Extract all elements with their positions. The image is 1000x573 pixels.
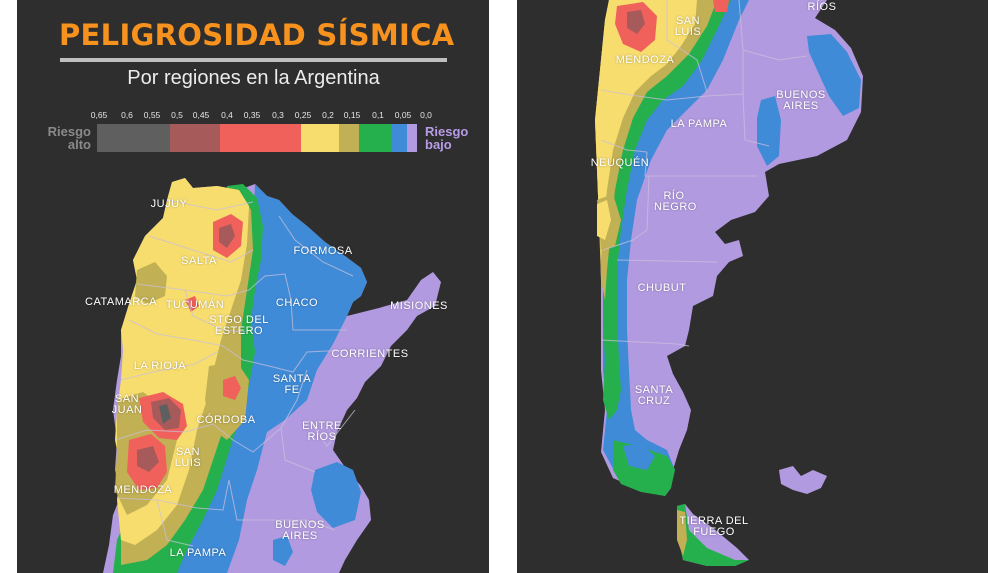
legend-swatch-low: [358, 124, 393, 152]
province-label-la-rioja: LA RIOJA: [133, 360, 187, 372]
south-yellow-zone: [595, 0, 697, 260]
province-label-buenos-aires: BUENOS AIRES: [275, 519, 325, 542]
legend-tick: 0,05: [394, 110, 412, 120]
province-label-salta: SALTA: [181, 255, 217, 267]
province-label-san-juan: SAN JUAN: [111, 393, 143, 416]
legend-tick: 0,2: [322, 110, 334, 120]
legend-tick: 0,65: [90, 110, 108, 120]
province-label-entre-rios-partial: RÍOS: [807, 1, 837, 13]
page-title: PELIGROSIDAD SÍSMICA: [59, 18, 455, 52]
legend-swatch-medium: [301, 124, 340, 152]
province-label-san-luis-south: SAN LUIS: [674, 15, 702, 38]
legend-swatch-olive: [339, 124, 359, 152]
legend-swatch-medium-high: [219, 124, 302, 152]
san-luis-red-dot: [713, 0, 729, 12]
province-label-corrientes: CORRIENTES: [331, 348, 409, 360]
legend-tick: 0,55: [143, 110, 161, 120]
legend-tick: 0,3: [272, 110, 284, 120]
north-province-borders: [114, 199, 356, 547]
province-label-chubut: CHUBUT: [637, 282, 687, 294]
buenos-aires-blue-patch: [311, 462, 361, 528]
legend-swatch-very-low: [392, 124, 408, 152]
north-argentina-map: [103, 178, 441, 573]
legend-scale: 0,65 0,6 0,55 0,5 0,45 0,4 0,35 0,3 0,25…: [90, 110, 432, 122]
province-label-tierra-del-fuego: TIERRA DEL FUEGO: [679, 515, 749, 538]
map-panel-north: PELIGROSIDAD SÍSMICA Por regiones en la …: [17, 0, 489, 573]
neuquen-yellow-patch: [597, 200, 611, 240]
buenos-aires-blue-zone-south: [807, 34, 861, 116]
legend-tick: 0,1: [372, 110, 384, 120]
map-panel-south: RÍOS SAN LUIS MENDOZA BUENOS AIRES LA PA…: [517, 0, 988, 573]
san-juan-very-high-zone: [159, 404, 171, 424]
province-label-buenos-aires-south: BUENOS AIRES: [776, 89, 826, 112]
province-label-entre-rios: ENTRE RÍOS: [302, 420, 342, 443]
legend-tick: 0,5: [171, 110, 183, 120]
province-label-san-luis: SAN LUIS: [174, 446, 202, 469]
province-label-santa-cruz: SANTA CRUZ: [634, 384, 674, 407]
cordoba-olive-patch: [205, 362, 249, 440]
province-label-rio-negro: RÍO NEGRO: [654, 190, 697, 213]
province-label-catamarca: CATAMARCA: [85, 296, 157, 308]
legend-tick: 0,0: [420, 110, 432, 120]
legend-tick: 0,25: [294, 110, 312, 120]
province-label-santa-fe: SANTA FE: [272, 373, 312, 396]
province-label-la-pampa: LA PAMPA: [169, 547, 227, 559]
south-argentina-map: [595, 0, 863, 566]
legend-swatch-high: [169, 124, 220, 152]
tierra-del-fuego-green-zone: [677, 504, 749, 566]
santa-cruz-blue-wedge: [623, 444, 655, 470]
province-label-la-pampa-south: LA PAMPA: [670, 118, 728, 130]
catamarca-olive-strip: [135, 262, 167, 304]
legend-swatch-minimal: [407, 124, 417, 152]
province-label-chaco: CHACO: [275, 297, 319, 309]
legend-tick: 0,6: [121, 110, 133, 120]
legend-tick: 0,45: [192, 110, 210, 120]
legend-swatch-very-high: [97, 124, 170, 152]
buenos-aires-blue-patch-south: [757, 96, 781, 166]
page-subtitle: Por regiones en la Argentina: [127, 67, 380, 89]
province-label-mendoza: MENDOZA: [113, 484, 173, 496]
legend-tick: 0,35: [243, 110, 261, 120]
malvinas-islands: [779, 466, 827, 494]
province-label-neuquen: NEUQUÉN: [590, 157, 650, 169]
title-divider: [60, 58, 447, 62]
province-label-stgo-del-estero: STGO DEL ESTERO: [209, 314, 269, 337]
legend-color-bar: [97, 124, 417, 152]
legend-tick: 0,15: [343, 110, 361, 120]
cordoba-red-dot: [223, 376, 241, 400]
mendoza-high-zone: [137, 446, 159, 472]
province-label-formosa: FORMOSA: [293, 245, 353, 257]
province-label-misiones: MISIONES: [390, 300, 448, 312]
mendoza-high-zone-south: [627, 10, 645, 34]
province-label-mendoza-south: MENDOZA: [615, 54, 675, 66]
province-label-tucuman: TUCUMÁN: [165, 299, 225, 311]
legend-tick: 0,4: [221, 110, 233, 120]
province-label-jujuy: JUJUY: [150, 198, 188, 210]
south-province-borders: [600, 0, 808, 347]
tierra-del-fuego-olive-zone: [677, 510, 687, 556]
province-label-cordoba: CÓRDOBA: [196, 414, 256, 426]
salta-high-zone: [219, 224, 235, 248]
buenos-aires-blue-patch-small: [273, 536, 293, 566]
legend-low-risk-label: Riesgo bajo: [425, 124, 469, 152]
legend-high-risk-label: Riesgo alto: [47, 124, 91, 152]
